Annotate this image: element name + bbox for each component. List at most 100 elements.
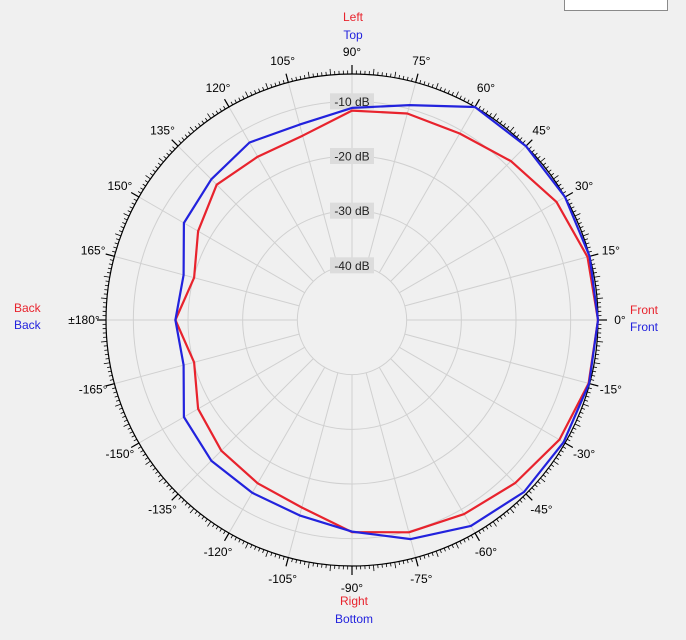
minor-tick: [304, 561, 305, 564]
minor-tick: [532, 488, 535, 490]
minor-tick: [243, 96, 245, 99]
minor-tick: [146, 461, 151, 464]
minor-tick: [497, 519, 499, 522]
minor-tick: [507, 511, 509, 514]
major-tick: [416, 74, 418, 83]
minor-tick: [578, 416, 581, 417]
bottom-label-red: Right: [340, 594, 369, 608]
angle-label: 45°: [532, 123, 550, 137]
minor-tick: [432, 84, 433, 87]
angle-label: 75°: [412, 54, 430, 68]
minor-tick: [283, 80, 284, 83]
minor-tick: [185, 135, 187, 138]
major-tick: [286, 558, 288, 567]
minor-tick: [251, 545, 252, 548]
angle-label: 135°: [150, 123, 175, 137]
minor-tick: [593, 272, 596, 273]
minor-tick: [271, 84, 272, 87]
minor-tick: [121, 227, 124, 228]
minor-tick: [115, 234, 121, 236]
minor-tick: [558, 184, 561, 186]
minor-tick: [124, 424, 129, 427]
minor-tick: [304, 75, 305, 78]
minor-tick: [313, 563, 314, 566]
minor-tick: [493, 522, 496, 527]
minor-tick: [106, 281, 109, 282]
minor-tick: [132, 435, 135, 437]
minor-tick: [529, 147, 532, 149]
minor-tick: [113, 247, 116, 248]
minor-tick: [182, 500, 184, 503]
angle-label: -150°: [105, 447, 134, 461]
angle-label: -15°: [600, 382, 622, 396]
minor-tick: [407, 560, 408, 563]
minor-tick: [563, 447, 566, 449]
minor-tick: [583, 404, 589, 406]
minor-tick: [551, 173, 554, 175]
minor-tick: [259, 548, 260, 551]
minor-tick: [158, 475, 161, 477]
minor-tick: [569, 203, 572, 205]
minor-tick: [110, 260, 113, 261]
minor-tick: [159, 478, 164, 482]
minor-tick: [575, 424, 580, 427]
grid-spoke: [391, 146, 526, 281]
minor-tick: [548, 170, 551, 172]
minor-tick: [109, 375, 112, 376]
minor-tick: [561, 188, 564, 190]
minor-tick: [497, 118, 499, 121]
top-label-blue: Top: [343, 28, 363, 42]
minor-tick: [373, 565, 374, 571]
minor-tick: [164, 156, 167, 158]
angle-label: -90°: [341, 581, 363, 595]
minor-tick: [300, 76, 301, 79]
minor-tick: [164, 481, 167, 483]
grid-spoke: [379, 107, 475, 273]
minor-tick: [112, 251, 115, 252]
minor-tick: [482, 108, 484, 111]
minor-tick: [216, 526, 218, 529]
grid-ring: [297, 265, 406, 374]
minor-tick: [173, 147, 176, 149]
minor-tick: [223, 106, 225, 109]
minor-tick: [578, 223, 581, 224]
minor-tick: [140, 188, 143, 190]
grid-spoke: [399, 197, 565, 293]
major-tick: [172, 494, 178, 500]
minor-tick: [412, 559, 413, 562]
minor-tick: [255, 90, 256, 93]
minor-tick: [223, 531, 225, 534]
minor-tick: [122, 416, 125, 417]
minor-tick: [128, 428, 131, 430]
minor-tick: [452, 92, 453, 95]
minor-tick: [587, 392, 590, 393]
minor-tick: [395, 562, 396, 568]
minor-tick: [113, 392, 116, 393]
minor-tick: [153, 170, 156, 172]
minor-tick: [275, 83, 276, 86]
minor-tick: [205, 118, 207, 121]
minor-tick: [198, 123, 200, 126]
minor-tick: [190, 127, 194, 132]
angle-label: -135°: [148, 503, 177, 517]
major-tick: [225, 99, 230, 107]
minor-tick: [535, 485, 538, 487]
minor-tick: [523, 141, 525, 144]
major-tick: [172, 140, 178, 146]
minor-tick: [155, 166, 158, 168]
minor-tick: [538, 156, 541, 158]
minor-tick: [460, 96, 462, 99]
minor-tick: [558, 454, 561, 456]
minor-tick: [130, 432, 133, 434]
minor-tick: [436, 83, 438, 89]
major-tick: [131, 193, 139, 198]
major-tick: [475, 99, 480, 107]
minor-tick: [124, 214, 129, 217]
minor-tick: [106, 358, 109, 359]
minor-tick: [145, 180, 148, 182]
minor-tick: [202, 121, 204, 124]
minor-tick: [567, 439, 570, 441]
minor-tick: [440, 550, 441, 553]
left-label-red: Back: [14, 301, 42, 315]
